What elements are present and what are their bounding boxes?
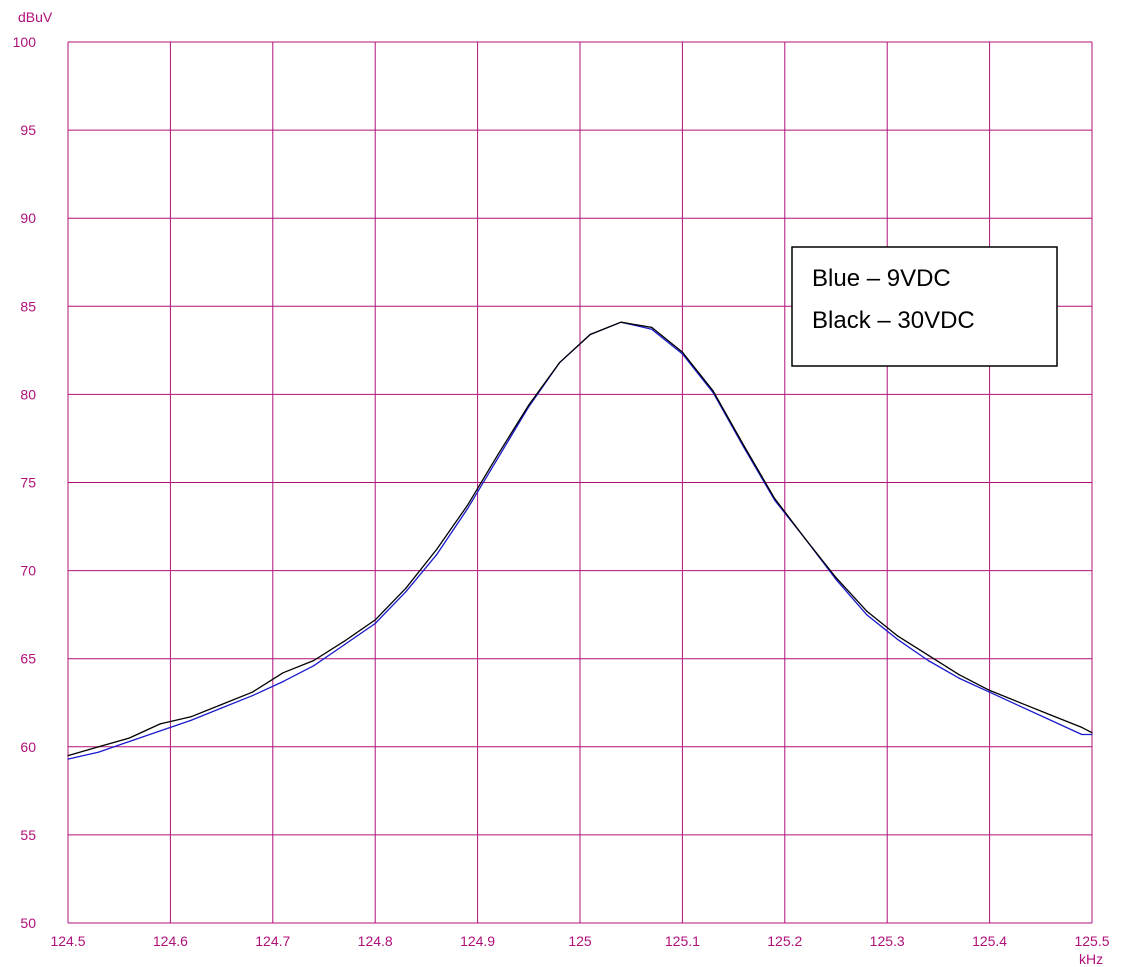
data-point-black: [98, 746, 100, 748]
x-tick-label: 124.7: [255, 933, 290, 949]
data-point-blue: [128, 740, 130, 743]
legend-entry-blue: Blue – 9VDC: [812, 265, 951, 292]
y-tick-label: 60: [20, 739, 36, 755]
data-point-blue: [1081, 733, 1083, 736]
data-point-blue: [681, 353, 684, 355]
x-tick-label: 125.2: [767, 933, 802, 949]
data-point-black: [436, 548, 438, 551]
data-point-blue: [466, 508, 468, 510]
data-point-black: [1050, 714, 1052, 716]
data-point-black: [497, 453, 499, 455]
data-point-blue: [927, 659, 929, 662]
data-point-blue: [866, 614, 868, 616]
data-point-black: [405, 587, 407, 589]
data-point-black: [927, 654, 929, 656]
y-tick-labels: 50 55 60 65 70 75 80 85 90 95 100: [13, 34, 37, 931]
x-tick-label: 125.1: [665, 933, 700, 949]
data-point-blue: [896, 638, 899, 640]
data-point-blue: [436, 554, 438, 556]
data-point-black: [620, 321, 622, 323]
data-point-black: [743, 444, 745, 447]
data-point-blue: [313, 665, 315, 667]
data-point-blue: [221, 707, 223, 709]
data-point-black: [958, 674, 960, 676]
data-point-black: [190, 716, 192, 718]
data-point-blue: [1019, 705, 1021, 707]
legend-entry-black: Black – 30VDC: [812, 307, 975, 334]
data-point-blue: [989, 691, 991, 693]
series-lines: [67, 321, 1093, 760]
data-point-blue: [835, 578, 837, 581]
y-tick-label: 65: [20, 651, 36, 667]
data-point-black: [558, 362, 561, 364]
data-point-blue: [497, 457, 499, 459]
data-point-black: [466, 504, 468, 506]
data-point-blue: [251, 695, 253, 697]
data-point-black: [989, 689, 991, 692]
data-point-black: [282, 672, 284, 674]
data-point-black: [896, 635, 899, 637]
data-point-black: [1091, 732, 1093, 734]
data-point-blue: [159, 730, 161, 732]
data-point-black: [251, 691, 253, 693]
data-point-black: [651, 326, 653, 328]
data-point-blue: [405, 591, 407, 593]
data-point-blue: [282, 681, 284, 683]
x-tick-label: 124.8: [358, 933, 393, 949]
data-point-blue: [651, 328, 653, 330]
y-tick-label: 50: [20, 915, 36, 931]
data-point-black: [866, 610, 868, 612]
data-point-blue: [374, 622, 376, 625]
data-point-blue: [958, 677, 960, 679]
data-point-black: [159, 723, 161, 725]
data-point-black: [313, 659, 315, 662]
data-point-blue: [1091, 733, 1093, 736]
x-tick-label: 124.9: [460, 933, 495, 949]
data-point-black: [221, 703, 223, 706]
legend-box: Blue – 9VDC Black – 30VDC: [791, 246, 1058, 367]
data-point-blue: [98, 751, 100, 753]
y-tick-label: 55: [20, 827, 36, 843]
data-point-black: [128, 737, 130, 739]
data-point-black: [374, 619, 376, 621]
y-tick-label: 90: [20, 210, 36, 226]
y-tick-label: 95: [20, 122, 36, 138]
x-tick-label: 125.5: [1074, 933, 1109, 949]
data-point-blue: [1050, 719, 1052, 722]
x-tick-label: 125.3: [870, 933, 905, 949]
x-tick-label: 124.5: [50, 933, 85, 949]
data-point-black: [67, 755, 69, 757]
data-point-black: [804, 538, 806, 540]
y-tick-label: 85: [20, 298, 36, 314]
data-point-black: [681, 351, 684, 353]
legend-frame: [791, 246, 1058, 367]
data-point-black: [589, 333, 591, 336]
x-tick-label: 125: [568, 933, 592, 949]
y-axis-label: dBuV: [18, 9, 53, 25]
y-tick-label: 100: [13, 34, 37, 50]
data-point-black: [1081, 726, 1083, 729]
x-tick-labels: 124.5 124.6 124.7 124.8 124.9 125 125.1 125.2 12…: [50, 933, 1109, 949]
data-point-blue: [343, 644, 346, 646]
x-tick-label: 124.6: [153, 933, 188, 949]
data-point-blue: [67, 758, 69, 760]
y-tick-label: 80: [20, 386, 36, 402]
data-point-black: [774, 497, 776, 499]
y-tick-label: 70: [20, 563, 36, 579]
grid-lines: [67, 41, 1093, 924]
x-tick-label: 125.4: [972, 933, 1007, 949]
data-point-black: [1019, 702, 1021, 704]
data-point-black: [343, 640, 346, 642]
data-point-black: [835, 577, 837, 579]
y-tick-label: 75: [20, 475, 36, 491]
x-axis-label: kHz: [1079, 951, 1103, 967]
data-point-black: [712, 390, 714, 392]
data-point-black: [528, 404, 530, 406]
data-point-blue: [190, 719, 192, 722]
